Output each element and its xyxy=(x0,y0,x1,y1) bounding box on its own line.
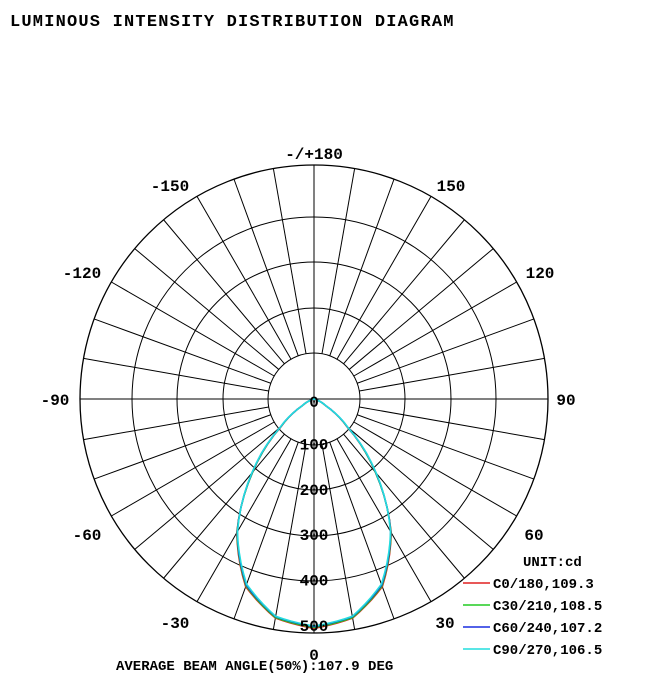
grid-spoke xyxy=(357,318,535,384)
angle-label: -/+180 xyxy=(285,146,343,164)
angle-label: 0 xyxy=(309,647,319,665)
beam-angle-footer: AVERAGE BEAM ANGLE(50%):107.9 DEG xyxy=(116,659,393,675)
grid-spoke xyxy=(196,196,292,360)
grid-spoke xyxy=(343,219,465,365)
grid-spoke xyxy=(321,168,356,354)
grid-spoke xyxy=(321,444,356,630)
grid-spoke xyxy=(348,248,494,370)
grid-spoke xyxy=(93,318,271,384)
grid-spoke xyxy=(272,444,307,630)
legend-label: C60/240,107.2 xyxy=(493,621,602,637)
grid-spoke xyxy=(343,433,465,579)
grid-spoke xyxy=(111,421,275,517)
radial-tick-label: 400 xyxy=(300,573,329,591)
legend-label: C0/180,109.3 xyxy=(493,577,594,593)
grid-spoke xyxy=(353,281,517,377)
angle-label: -120 xyxy=(63,265,101,283)
angle-label: 90 xyxy=(556,392,575,410)
grid-spoke xyxy=(83,357,269,392)
grid-spoke xyxy=(233,442,299,620)
angle-label: -30 xyxy=(161,615,190,633)
grid-spoke xyxy=(93,414,271,480)
polar-grid xyxy=(79,164,549,634)
angle-label: -150 xyxy=(151,178,189,196)
grid-spoke xyxy=(111,281,275,377)
radial-tick-label: 0 xyxy=(309,394,319,412)
grid-spoke xyxy=(357,414,535,480)
grid-spoke xyxy=(196,438,292,602)
grid-spoke xyxy=(353,421,517,517)
unit-label: UNIT:cd xyxy=(523,555,582,571)
radial-tick-label: 200 xyxy=(300,482,329,500)
angle-label: 60 xyxy=(524,527,543,545)
legend: C0/180,109.3 C30/210,108.5 C60/240,107.2 C9… xyxy=(463,577,602,659)
intensity-curves xyxy=(235,398,393,630)
grid-spoke xyxy=(83,406,269,441)
grid-spoke xyxy=(336,438,432,602)
legend-label: C90/270,106.5 xyxy=(493,643,602,659)
radial-tick-labels: 0 100 200 300 400 500 xyxy=(300,394,329,636)
grid-spoke xyxy=(233,178,299,356)
grid-spoke xyxy=(336,196,432,360)
grid-spoke xyxy=(359,406,545,441)
grid-spoke xyxy=(272,168,307,354)
grid-spoke xyxy=(134,428,280,550)
grid-spoke xyxy=(329,178,395,356)
radial-tick-label: 300 xyxy=(300,527,329,545)
angle-labels: -/+180 150 -150 120 -120 90 -90 60 -60 30 -30 0 xyxy=(41,146,576,665)
grid-spoke xyxy=(163,433,285,579)
grid-spoke xyxy=(359,357,545,392)
grid-spoke xyxy=(163,219,285,365)
radial-tick-label: 100 xyxy=(300,436,329,454)
chart-title: LUMINOUS INTENSITY DISTRIBUTION DIAGRAM xyxy=(10,13,455,32)
angle-label: 120 xyxy=(526,265,555,283)
grid-spoke xyxy=(329,442,395,620)
angle-label: -90 xyxy=(41,392,70,410)
grid-spoke xyxy=(348,428,494,550)
grid-spoke xyxy=(134,248,280,370)
legend-label: C30/210,108.5 xyxy=(493,599,602,615)
radial-tick-label: 500 xyxy=(300,618,329,636)
angle-label: 150 xyxy=(437,178,466,196)
angle-label: 30 xyxy=(435,615,454,633)
series-curve xyxy=(236,398,392,627)
angle-label: -60 xyxy=(73,527,102,545)
